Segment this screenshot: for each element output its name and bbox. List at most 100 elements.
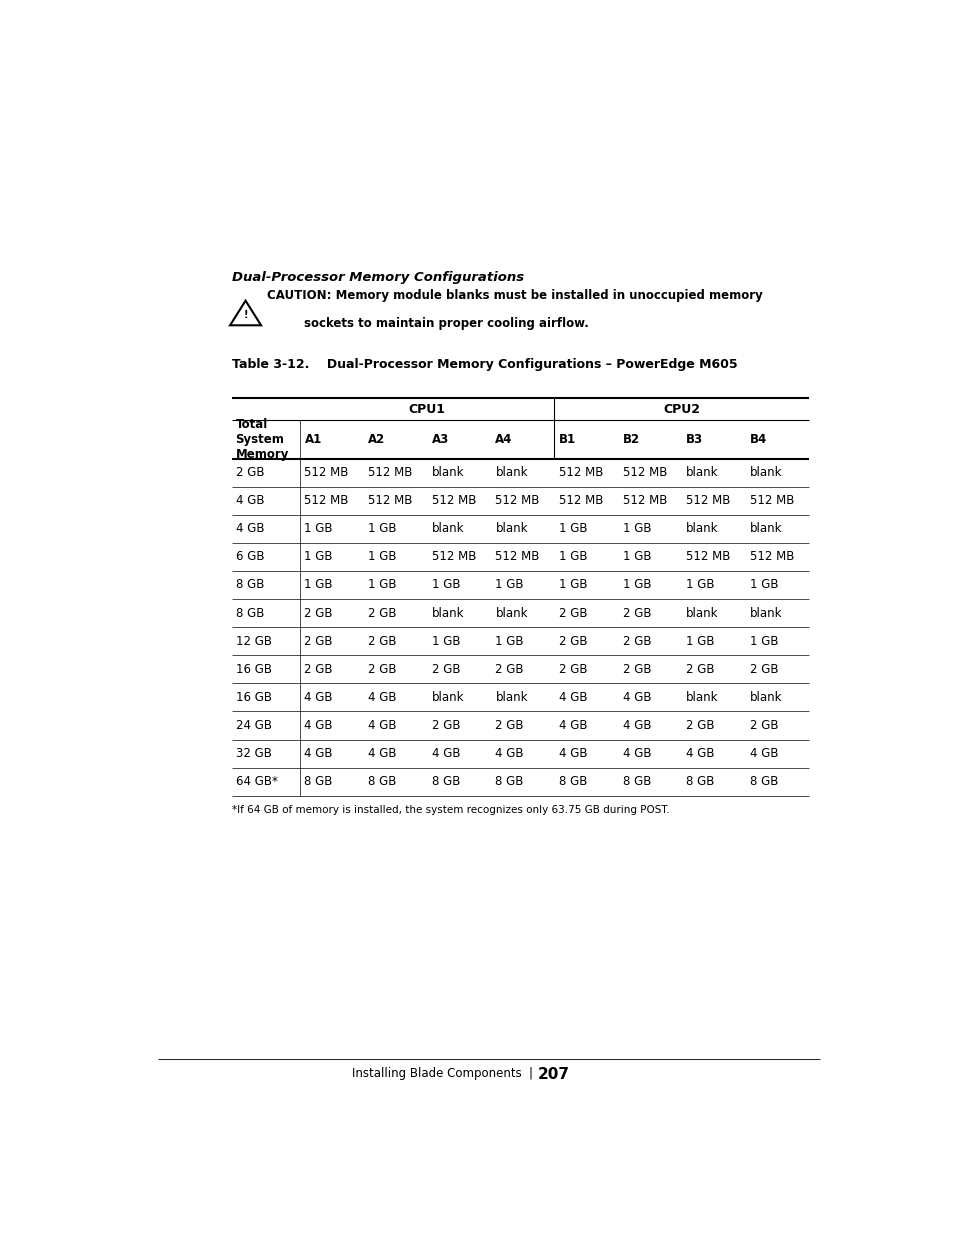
Text: 2 GB: 2 GB	[495, 719, 523, 732]
Text: sockets to maintain proper cooling airflow.: sockets to maintain proper cooling airfl…	[304, 317, 589, 330]
Text: 2 GB: 2 GB	[749, 663, 778, 676]
Text: 1 GB: 1 GB	[495, 578, 523, 592]
Text: 1 GB: 1 GB	[622, 578, 651, 592]
Text: 2 GB: 2 GB	[622, 635, 651, 647]
Text: A4: A4	[495, 432, 513, 446]
Text: Dual-Processor Memory Configurations: Dual-Processor Memory Configurations	[232, 272, 523, 284]
Text: 1 GB: 1 GB	[558, 522, 587, 535]
Text: 1 GB: 1 GB	[368, 551, 396, 563]
Text: 2 GB: 2 GB	[558, 635, 587, 647]
Text: 512 MB: 512 MB	[749, 551, 794, 563]
Text: blank: blank	[749, 606, 781, 620]
Text: 1 GB: 1 GB	[368, 578, 396, 592]
Text: 4 GB: 4 GB	[495, 747, 523, 760]
Text: CAUTION: Memory module blanks must be installed in unoccupied memory: CAUTION: Memory module blanks must be in…	[267, 289, 762, 303]
Text: Total
System
Memory: Total System Memory	[235, 417, 289, 461]
Text: 4 GB: 4 GB	[368, 690, 396, 704]
Text: blank: blank	[685, 690, 719, 704]
Text: blank: blank	[495, 466, 527, 479]
Text: 24 GB: 24 GB	[236, 719, 272, 732]
Text: 2 GB: 2 GB	[558, 606, 587, 620]
Text: 4 GB: 4 GB	[304, 747, 333, 760]
Text: 1 GB: 1 GB	[622, 522, 651, 535]
Text: 2 GB: 2 GB	[622, 606, 651, 620]
Text: 1 GB: 1 GB	[558, 551, 587, 563]
Text: 2 GB: 2 GB	[304, 635, 333, 647]
Text: blank: blank	[749, 690, 781, 704]
Text: 4 GB: 4 GB	[236, 522, 265, 535]
Text: 8 GB: 8 GB	[685, 776, 714, 788]
Text: 2 GB: 2 GB	[432, 663, 459, 676]
Text: 4 GB: 4 GB	[432, 747, 459, 760]
Text: 512 MB: 512 MB	[432, 494, 476, 508]
Text: 2 GB: 2 GB	[304, 663, 333, 676]
Text: 32 GB: 32 GB	[236, 747, 272, 760]
Text: blank: blank	[432, 522, 464, 535]
Text: B4: B4	[749, 432, 766, 446]
Text: blank: blank	[495, 522, 527, 535]
Text: *If 64 GB of memory is installed, the system recognizes only 63.75 GB during POS: *If 64 GB of memory is installed, the sy…	[232, 805, 669, 815]
Text: 1 GB: 1 GB	[304, 578, 333, 592]
Text: 2 GB: 2 GB	[558, 663, 587, 676]
Text: CPU1: CPU1	[408, 403, 445, 416]
Text: blank: blank	[432, 690, 464, 704]
Text: 512 MB: 512 MB	[558, 494, 603, 508]
Text: 2 GB: 2 GB	[368, 606, 396, 620]
Text: 512 MB: 512 MB	[685, 551, 730, 563]
Text: 1 GB: 1 GB	[685, 635, 714, 647]
Text: Table 3-12.    Dual-Processor Memory Configurations – PowerEdge M605: Table 3-12. Dual-Processor Memory Config…	[232, 358, 737, 370]
Text: 4 GB: 4 GB	[622, 690, 651, 704]
Text: !: !	[243, 310, 248, 320]
Text: A1: A1	[304, 432, 321, 446]
Text: 4 GB: 4 GB	[685, 747, 714, 760]
Text: blank: blank	[749, 522, 781, 535]
Text: 2 GB: 2 GB	[495, 663, 523, 676]
Text: 4 GB: 4 GB	[622, 719, 651, 732]
Text: 4 GB: 4 GB	[558, 690, 587, 704]
Text: 2 GB: 2 GB	[432, 719, 459, 732]
Text: blank: blank	[749, 466, 781, 479]
Text: 2 GB: 2 GB	[368, 663, 396, 676]
Text: 2 GB: 2 GB	[368, 635, 396, 647]
Text: blank: blank	[685, 522, 719, 535]
Text: 4 GB: 4 GB	[304, 690, 333, 704]
Text: 1 GB: 1 GB	[432, 578, 459, 592]
Text: 512 MB: 512 MB	[685, 494, 730, 508]
Text: 8 GB: 8 GB	[236, 578, 264, 592]
Text: 512 MB: 512 MB	[304, 494, 349, 508]
Text: 16 GB: 16 GB	[236, 690, 272, 704]
Text: blank: blank	[432, 606, 464, 620]
Text: 1 GB: 1 GB	[558, 578, 587, 592]
Text: 8 GB: 8 GB	[749, 776, 778, 788]
Text: 8 GB: 8 GB	[432, 776, 459, 788]
Text: 4 GB: 4 GB	[304, 719, 333, 732]
Text: 1 GB: 1 GB	[432, 635, 459, 647]
Text: 8 GB: 8 GB	[368, 776, 396, 788]
Text: 8 GB: 8 GB	[236, 606, 264, 620]
Text: 512 MB: 512 MB	[368, 494, 412, 508]
Text: blank: blank	[495, 690, 527, 704]
Text: 207: 207	[537, 1067, 569, 1082]
Text: blank: blank	[495, 606, 527, 620]
Text: 1 GB: 1 GB	[749, 635, 778, 647]
Text: 512 MB: 512 MB	[495, 494, 539, 508]
Text: 2 GB: 2 GB	[749, 719, 778, 732]
Text: 1 GB: 1 GB	[304, 522, 333, 535]
Text: blank: blank	[432, 466, 464, 479]
Text: 1 GB: 1 GB	[495, 635, 523, 647]
Text: A3: A3	[432, 432, 449, 446]
Text: 64 GB*: 64 GB*	[236, 776, 278, 788]
Text: blank: blank	[685, 466, 719, 479]
Text: 6 GB: 6 GB	[236, 551, 265, 563]
Text: 4 GB: 4 GB	[236, 494, 265, 508]
Text: 2 GB: 2 GB	[304, 606, 333, 620]
Text: 1 GB: 1 GB	[304, 551, 333, 563]
Text: 12 GB: 12 GB	[236, 635, 272, 647]
Text: 8 GB: 8 GB	[304, 776, 333, 788]
Text: 512 MB: 512 MB	[368, 466, 412, 479]
Text: 4 GB: 4 GB	[368, 747, 396, 760]
Text: 2 GB: 2 GB	[236, 466, 265, 479]
Text: 2 GB: 2 GB	[685, 663, 714, 676]
Text: A2: A2	[368, 432, 385, 446]
Text: 512 MB: 512 MB	[304, 466, 349, 479]
